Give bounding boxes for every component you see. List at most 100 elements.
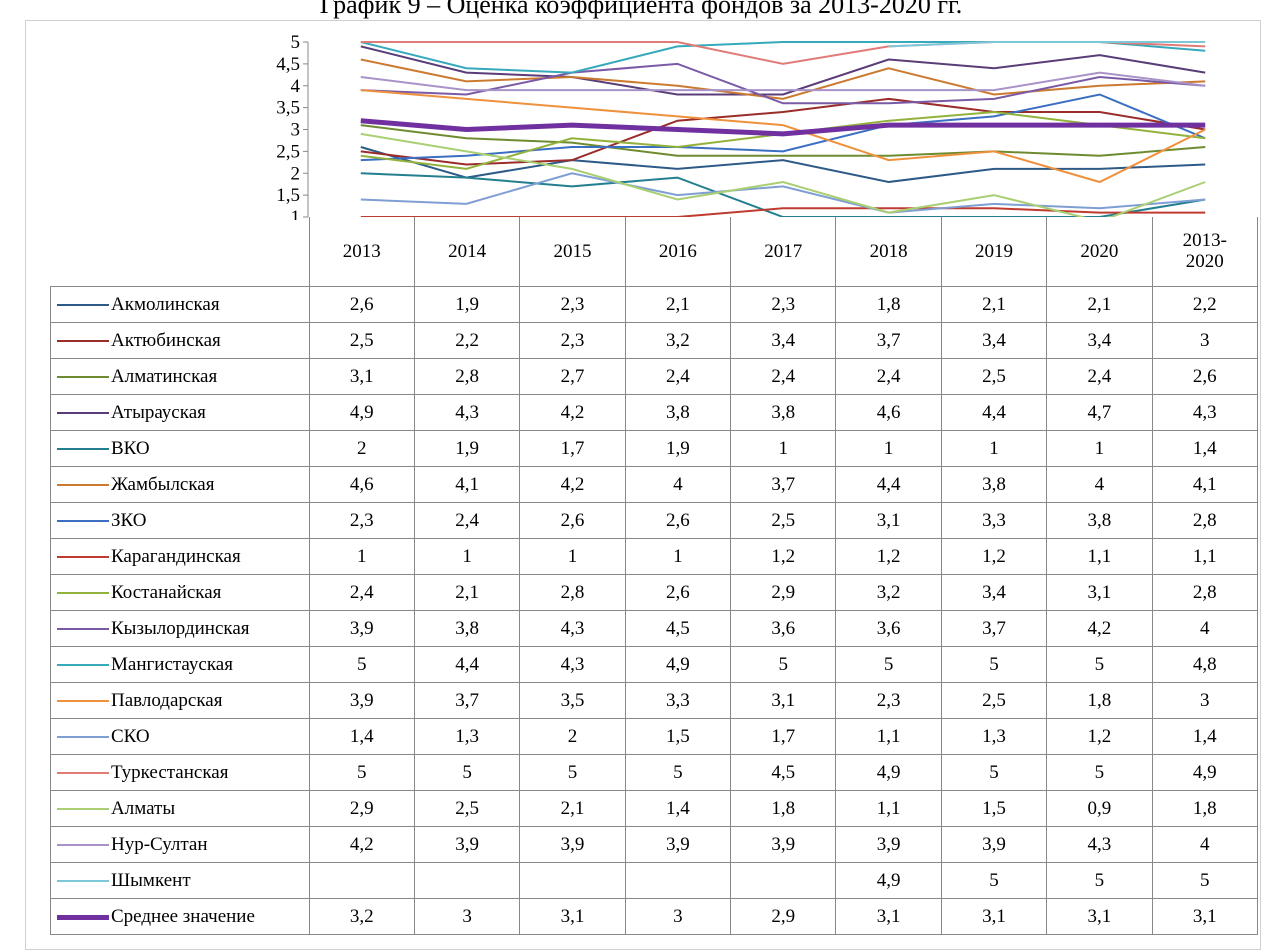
- data-row: Костанайская 2,4 2,1 2,8 2,6 2,9 3,2 3,4 3,1 2,8: [50, 574, 1258, 611]
- legend-label: Среднее значение: [111, 905, 255, 927]
- category-cell: 2014: [413, 217, 521, 287]
- data-row: Алматинская 3,1 2,8 2,7 2,4 2,4 2,4 2,5 2,4 2,6: [50, 358, 1258, 395]
- legend-swatch: [57, 914, 109, 920]
- data-label: 5: [308, 646, 415, 683]
- data-label: 2,4: [1046, 358, 1153, 395]
- legend-cell: Костанайская: [50, 574, 310, 611]
- legend-swatch: [57, 628, 109, 631]
- series-line: [360, 58, 1206, 100]
- legend-label: ВКО: [111, 437, 150, 459]
- category-cell: 2015: [519, 217, 626, 287]
- data-label: 4,9: [308, 394, 415, 431]
- data-label: 2,5: [729, 502, 837, 539]
- y-tick-label: 1: [291, 207, 301, 220]
- data-label: 3,3: [940, 502, 1048, 539]
- y-tick-label: 4,5: [276, 54, 300, 75]
- series-line: [360, 97, 1206, 166]
- data-label: 2,6: [624, 574, 732, 611]
- data-label: 1,1: [1151, 538, 1258, 575]
- data-label: 2: [308, 430, 415, 467]
- legend-cell: ЗКО: [50, 502, 310, 539]
- data-label: 3,2: [308, 898, 415, 935]
- data-label: 3,6: [835, 610, 942, 647]
- x-tick-label: 2018: [869, 240, 908, 262]
- data-label: 3,8: [729, 394, 837, 431]
- data-label: 4,9: [835, 754, 942, 791]
- category-cell: 2013-2020: [1151, 217, 1258, 287]
- data-row: Жамбылская 4,6 4,1 4,2 4 3,7 4,4 3,8 4 4,1: [50, 466, 1258, 503]
- data-label: 1,1: [835, 718, 942, 755]
- data-label: 3,2: [624, 322, 732, 359]
- data-label: 4,2: [519, 466, 626, 503]
- category-cell: 2016: [624, 217, 732, 287]
- data-label: 2,4: [308, 574, 415, 611]
- legend-cell: Среднее значение: [50, 898, 310, 935]
- data-label: 2,5: [308, 322, 415, 359]
- data-row: Атырауская 4,9 4,3 4,2 3,8 3,8 4,6 4,4 4,7 4,3: [50, 394, 1258, 431]
- data-label: 2,8: [1151, 574, 1258, 611]
- data-label: 3,1: [1046, 898, 1153, 935]
- data-label: 3,4: [940, 574, 1048, 611]
- data-label: 1,4: [1151, 430, 1258, 467]
- data-label: 1: [519, 538, 626, 575]
- data-label: 4,4: [940, 394, 1048, 431]
- x-tick-label: 2014: [448, 240, 487, 262]
- data-label: 4: [1151, 610, 1258, 647]
- x-tick-label: 2013: [342, 240, 381, 262]
- data-label: 1,2: [729, 538, 837, 575]
- data-label: 3,1: [1151, 898, 1258, 935]
- legend-cell: Нур-Султан: [50, 826, 310, 863]
- data-label: 2,5: [940, 682, 1048, 719]
- legend-label: Костанайская: [111, 581, 222, 603]
- data-label: 4,3: [519, 646, 626, 683]
- data-label: 3,1: [835, 502, 942, 539]
- blank-cell: [50, 217, 310, 287]
- x-tick-label: 2019: [974, 240, 1013, 262]
- data-label: 5: [1151, 862, 1258, 899]
- legend-label: Алматинская: [111, 365, 218, 387]
- data-label: 4,5: [624, 610, 732, 647]
- data-label: [729, 862, 837, 899]
- data-label: 1,4: [308, 718, 415, 755]
- data-label: 2,9: [729, 574, 837, 611]
- legend-cell: Жамбылская: [50, 466, 310, 503]
- legend-cell: Атырауская: [50, 394, 310, 431]
- data-label: 1,3: [940, 718, 1048, 755]
- data-label: 5: [624, 754, 732, 791]
- data-label: 2,4: [624, 358, 732, 395]
- data-label: 5: [1046, 862, 1153, 899]
- legend-swatch: [57, 556, 109, 559]
- series-line: [360, 207, 1206, 217]
- data-label: 1: [624, 538, 732, 575]
- data-label: 3,2: [835, 574, 942, 611]
- data-row: ВКО 2 1,9 1,7 1,9 1 1 1 1 1,4: [50, 430, 1258, 467]
- data-label: 2,1: [624, 286, 732, 323]
- data-label: [624, 862, 732, 899]
- data-label: 3,1: [835, 898, 942, 935]
- data-label: 3,1: [729, 682, 837, 719]
- data-label: 1,8: [1151, 790, 1258, 827]
- data-label: 4,1: [1151, 466, 1258, 503]
- data-label: 4,7: [1046, 394, 1153, 431]
- data-row: Среднее значение 3,2 3 3,1 3 2,9 3,1 3,1 3,1 3,1: [50, 898, 1258, 935]
- legend-swatch: [57, 736, 109, 739]
- data-label: 1: [940, 430, 1048, 467]
- legend-label: Актюбинская: [111, 329, 221, 351]
- data-table: 2013 2014 2015 2016 2017 2018 2019 2020 2013-202…: [50, 217, 1258, 935]
- data-label: 4,4: [835, 466, 942, 503]
- legend-label: Кызылординская: [111, 617, 250, 639]
- data-label: 3,4: [729, 322, 837, 359]
- data-label: 4: [1151, 826, 1258, 863]
- series-line: [360, 172, 1206, 214]
- chart: График 9 – Оценка коэффициента фондов за…: [276, 0, 1206, 220]
- series-line: [360, 124, 1206, 157]
- data-label: 3,7: [940, 610, 1048, 647]
- data-label: 3,9: [308, 682, 415, 719]
- data-label: 3,6: [729, 610, 837, 647]
- legend-cell: ВКО: [50, 430, 310, 467]
- x-tick-label: 2020: [1080, 240, 1119, 262]
- series-line: [360, 93, 1206, 162]
- data-label: 1,7: [519, 430, 626, 467]
- data-label: 4,9: [624, 646, 732, 683]
